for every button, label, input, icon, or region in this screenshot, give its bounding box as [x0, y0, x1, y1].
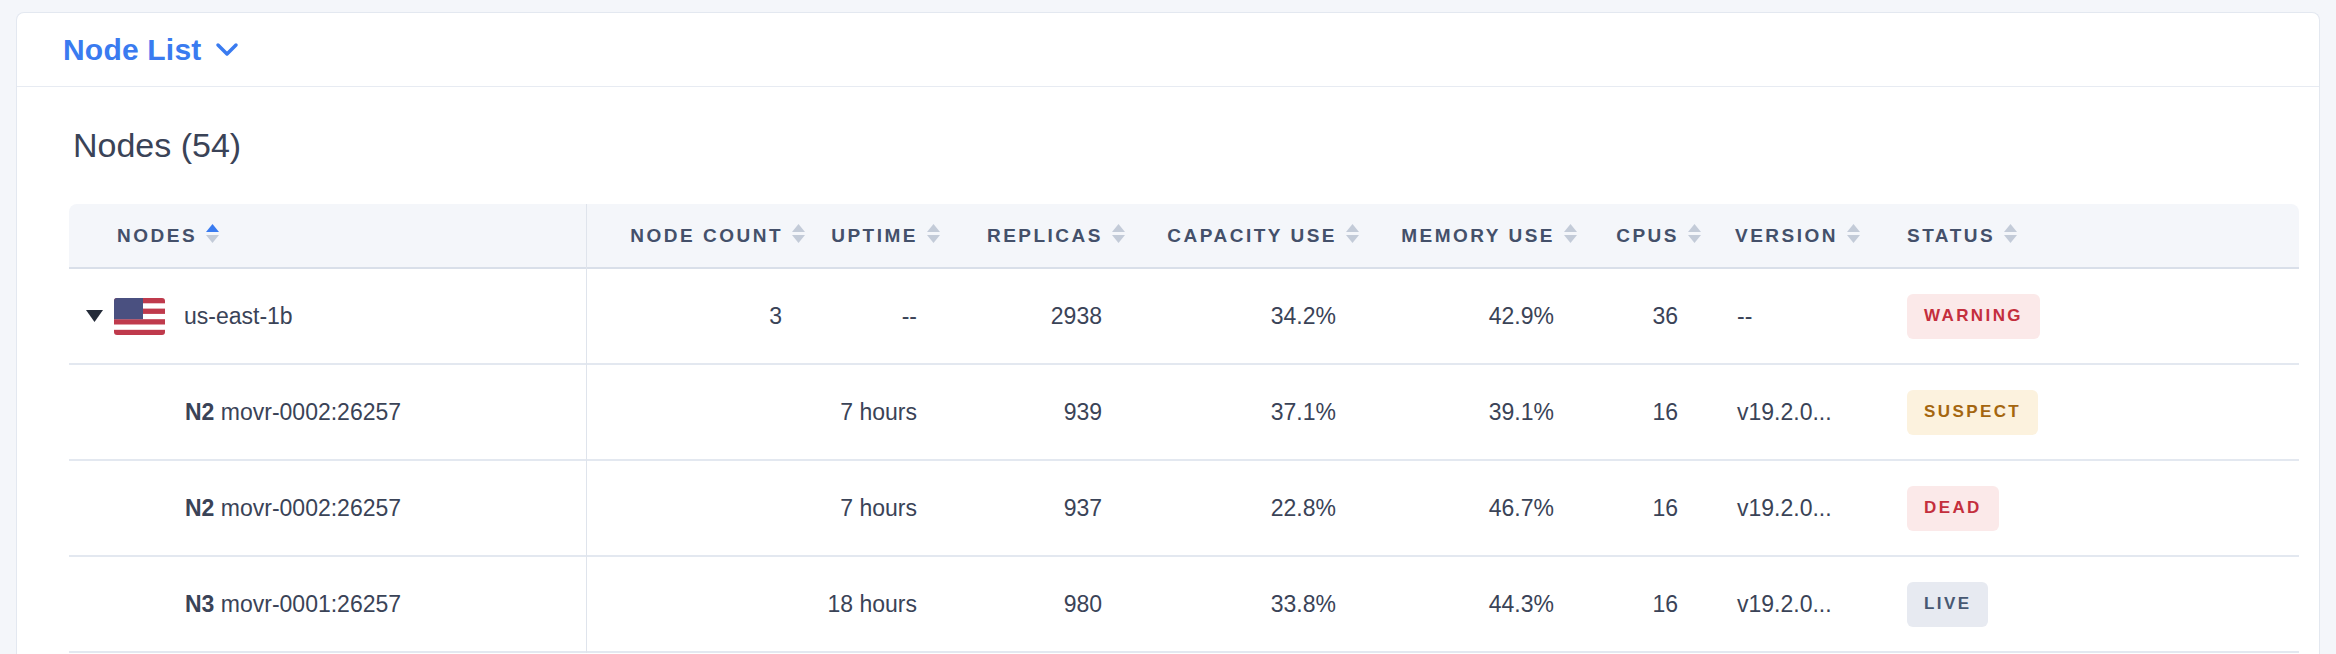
us-flag-icon — [114, 298, 165, 335]
nodes-table: NODES NODE COUNT UPTIME REPLICAS CAPACITY US… — [69, 204, 2299, 653]
node-count-cell — [586, 461, 805, 555]
replicas-cell: 937 — [940, 461, 1125, 555]
cpus-cell: 16 — [1577, 365, 1701, 459]
card-header: Node List — [17, 13, 2319, 87]
node-count-cell — [586, 557, 805, 651]
sort-icon — [792, 224, 805, 248]
nodes-cell: N2 movr-0002:26257 — [69, 365, 586, 459]
memory-use-cell: 46.7% — [1359, 461, 1577, 555]
sort-icon — [1847, 224, 1860, 248]
column-label: CPUS — [1616, 225, 1679, 247]
chevron-down-icon — [215, 42, 239, 57]
status-badge: SUSPECT — [1907, 390, 2038, 435]
expand-caret-icon[interactable] — [86, 310, 103, 322]
version-cell: v19.2.0... — [1701, 557, 1881, 651]
sort-icon — [927, 224, 940, 248]
page-title: Nodes (54) — [73, 125, 2319, 165]
node-count-cell: 3 — [586, 269, 805, 363]
status-badge: WARNING — [1907, 294, 2040, 339]
column-header-node_count[interactable]: NODE COUNT — [586, 204, 805, 267]
node-name: N2 movr-0002:26257 — [69, 399, 401, 426]
table-body: us-east-1b3--293834.2%42.9%36--WARNINGN2… — [69, 269, 2299, 653]
capacity-use-cell: 34.2% — [1125, 269, 1359, 363]
node-count-cell — [586, 365, 805, 459]
region-row[interactable]: us-east-1b3--293834.2%42.9%36--WARNING — [69, 269, 2299, 365]
uptime-cell: -- — [805, 269, 940, 363]
column-label: NODES — [117, 225, 197, 247]
cpus-cell: 16 — [1577, 557, 1701, 651]
uptime-cell: 18 hours — [805, 557, 940, 651]
cpus-cell: 36 — [1577, 269, 1701, 363]
nodes-cell: N2 movr-0002:26257 — [69, 461, 586, 555]
sort-icon — [2004, 224, 2017, 248]
replicas-cell: 2938 — [940, 269, 1125, 363]
view-switcher-label: Node List — [63, 33, 201, 67]
replicas-cell: 939 — [940, 365, 1125, 459]
column-label: CAPACITY USE — [1167, 225, 1337, 247]
uptime-cell: 7 hours — [805, 365, 940, 459]
uptime-cell: 7 hours — [805, 461, 940, 555]
node-list-card: Node List Nodes (54) NODES NODE COUNT UPTI… — [16, 12, 2320, 654]
node-name: N3 movr-0001:26257 — [69, 591, 401, 618]
view-switcher-dropdown[interactable]: Node List — [63, 33, 239, 67]
node-row[interactable]: N3 movr-0001:26257 18 hours98033.8%44.3%1… — [69, 557, 2299, 653]
column-header-cpus[interactable]: CPUS — [1577, 204, 1701, 267]
status-cell: LIVE — [1881, 557, 2299, 651]
status-badge: LIVE — [1907, 582, 1988, 627]
status-badge: DEAD — [1907, 486, 1999, 531]
sort-icon — [1564, 224, 1577, 248]
version-cell: v19.2.0... — [1701, 365, 1881, 459]
column-header-status[interactable]: STATUS — [1881, 204, 2299, 267]
region-name: us-east-1b — [184, 303, 293, 330]
column-divider — [586, 204, 587, 653]
column-label: MEMORY USE — [1401, 225, 1555, 247]
column-header-uptime[interactable]: UPTIME — [805, 204, 940, 267]
capacity-use-cell: 22.8% — [1125, 461, 1359, 555]
table-header-row: NODES NODE COUNT UPTIME REPLICAS CAPACITY US… — [69, 204, 2299, 269]
node-row[interactable]: N2 movr-0002:26257 7 hours93722.8%46.7%16… — [69, 461, 2299, 557]
sort-icon — [1688, 224, 1701, 248]
column-header-version[interactable]: VERSION — [1701, 204, 1881, 267]
version-cell: -- — [1701, 269, 1881, 363]
nodes-cell: N3 movr-0001:26257 — [69, 557, 586, 651]
sort-icon — [206, 224, 219, 248]
memory-use-cell: 42.9% — [1359, 269, 1577, 363]
memory-use-cell: 39.1% — [1359, 365, 1577, 459]
status-cell: WARNING — [1881, 269, 2299, 363]
sort-icon — [1112, 224, 1125, 248]
node-row[interactable]: N2 movr-0002:26257 7 hours93937.1%39.1%16… — [69, 365, 2299, 461]
replicas-cell: 980 — [940, 557, 1125, 651]
column-label: VERSION — [1735, 225, 1838, 247]
column-header-replicas[interactable]: REPLICAS — [940, 204, 1125, 267]
version-cell: v19.2.0... — [1701, 461, 1881, 555]
column-header-memory_use[interactable]: MEMORY USE — [1359, 204, 1577, 267]
nodes-cell: us-east-1b — [69, 269, 586, 363]
column-label: REPLICAS — [987, 225, 1103, 247]
memory-use-cell: 44.3% — [1359, 557, 1577, 651]
cpus-cell: 16 — [1577, 461, 1701, 555]
column-label: NODE COUNT — [630, 225, 783, 247]
status-cell: DEAD — [1881, 461, 2299, 555]
column-header-capacity_use[interactable]: CAPACITY USE — [1125, 204, 1359, 267]
node-name: N2 movr-0002:26257 — [69, 495, 401, 522]
capacity-use-cell: 33.8% — [1125, 557, 1359, 651]
column-label: UPTIME — [831, 225, 918, 247]
column-label: STATUS — [1907, 225, 1995, 247]
capacity-use-cell: 37.1% — [1125, 365, 1359, 459]
sort-icon — [1346, 224, 1359, 248]
status-cell: SUSPECT — [1881, 365, 2299, 459]
column-header-nodes[interactable]: NODES — [69, 204, 586, 267]
